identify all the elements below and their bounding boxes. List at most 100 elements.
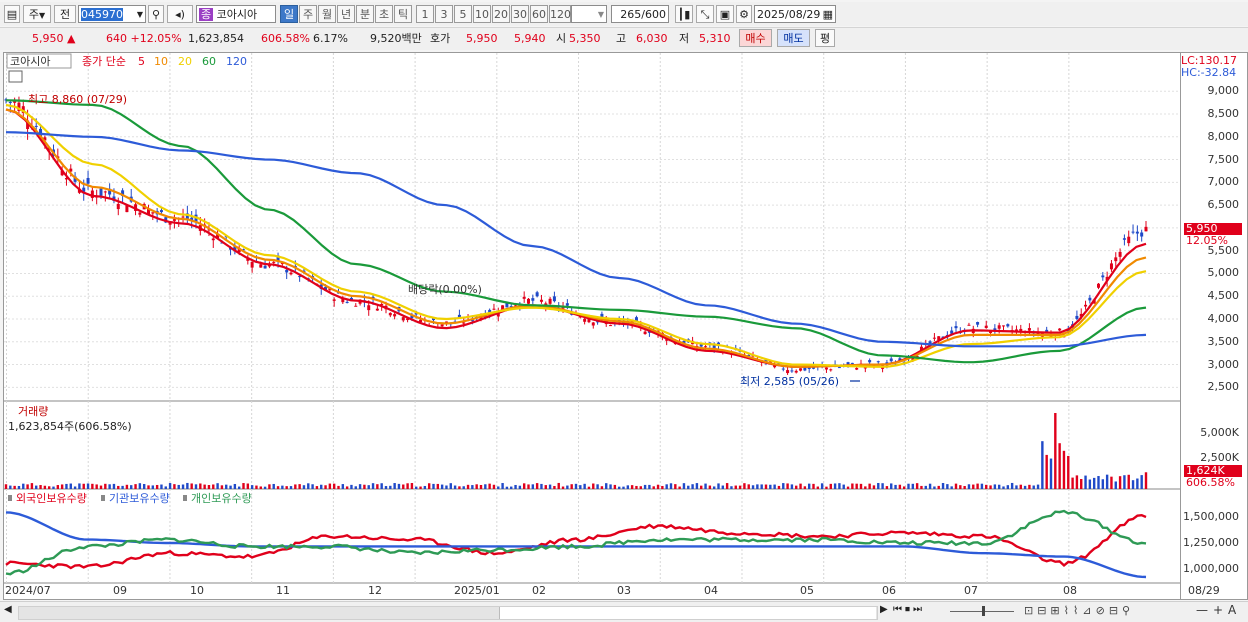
volume-bar [617,486,621,489]
candle-body [1088,297,1092,301]
volume-bar [13,485,16,489]
buy-button[interactable]: 매수 [739,29,772,47]
candle-body [69,168,73,172]
candle-body [855,367,859,370]
prev-toggle[interactable]: 전 [54,5,76,23]
volume-bar [39,485,42,489]
market-select[interactable]: 주▼ [23,5,51,23]
date-field[interactable]: 2025/08/29 ▦ [754,5,836,23]
stock-code-input[interactable]: 045970 ▼ [78,5,146,23]
ma-line-20 [5,103,1147,368]
period-tab-1[interactable]: 주 [299,5,317,23]
speaker-icon[interactable]: ◂) [167,5,193,23]
volume-bar [812,483,815,489]
volume-bar [268,484,271,489]
volume-bar [833,483,837,489]
stock-name-field[interactable]: 종 코아시아 [196,5,276,23]
custom-interval-select[interactable]: ▼ [571,5,607,23]
data-count-field[interactable]: 265/600 [611,5,669,23]
volume-bar [687,485,690,489]
calendar-icon[interactable]: ▦ [822,8,833,21]
sell-button[interactable]: 매도 [777,29,810,47]
candle-body [976,322,980,325]
lc-hc-box: LC:130.17 HC:-32.84 [1181,53,1247,83]
volume-bar [795,485,798,489]
candle-body [1058,328,1062,331]
volume-bar [587,486,591,489]
volume-bar [1036,484,1040,489]
volume-bar [894,484,897,489]
price-tick: 4,500 [1207,289,1240,303]
volume-bar [302,485,306,489]
volume-bar [380,483,383,489]
candle-body [993,328,997,331]
volume-bar [60,484,64,489]
volume-bar [397,483,401,489]
interval-tab-30[interactable]: 30 [511,5,529,23]
candle-body [138,212,142,215]
horizontal-scrollbar[interactable] [18,606,878,620]
volume-bar [203,484,206,489]
volume-bar [155,484,159,489]
window-menu-icon[interactable]: ▤ [4,5,20,23]
name-tag: 코아시아 [10,55,50,68]
scroll-left-icon[interactable]: ◀ [4,604,12,615]
scroll-right-icon[interactable]: ▶ [880,604,888,615]
volume-bar [561,486,565,489]
period-tab-3[interactable]: 년 [337,5,355,23]
period-tab-4[interactable]: 분 [356,5,374,23]
price-tick: 8,000 [1207,129,1240,143]
interval-tab-20[interactable]: 20 [492,5,510,23]
volume-bar [920,485,923,489]
zoom-buttons[interactable]: —+A [1196,603,1242,617]
volume-bar [643,484,647,489]
drawing-tools[interactable]: ⊡⊟⊞⌇⌇⊿⊘⊟⚲ [1024,604,1135,617]
dividend-annotation: 배당락(0.00%) [408,283,482,296]
settings-gear-icon[interactable]: ⚙ [736,5,752,23]
interval-tab-5[interactable]: 5 [454,5,472,23]
candle-body [414,312,418,315]
eval-button[interactable]: 평 [815,29,835,47]
candle-body [211,238,215,241]
period-tab-6[interactable]: 틱 [394,5,412,23]
volume-bar [1088,479,1092,489]
volume-title: 거래량 [18,405,48,418]
holder-line-0 [5,513,1147,570]
chart-tool-icon[interactable]: ⤡ [696,5,714,23]
bid-label: 호가 [430,32,451,45]
candle-body [90,190,94,198]
zoom-slider[interactable] [950,606,1014,616]
period-tab-2[interactable]: 월 [318,5,336,23]
candle-body [889,358,893,362]
zoom-slider-handle[interactable] [982,606,985,616]
volume-value: 1,623,854주(606.58%) [8,420,132,433]
period-tab-0[interactable]: 일 [280,5,298,23]
interval-tab-10[interactable]: 10 [473,5,491,23]
volume-bar [35,485,38,489]
candle-type-icon[interactable]: ┃▮ [675,5,693,23]
interval-tab-3[interactable]: 3 [435,5,453,23]
scroll-thumb[interactable] [499,607,876,619]
volume-bar [695,483,699,489]
volume-bar [976,483,979,489]
candle-body [1075,315,1079,319]
x-label: 10 [190,584,204,597]
volume-bar [985,484,988,489]
candle-body [876,361,880,363]
chart-area[interactable]: 코아시아 종가 단순 5 10 20 60 120 최고 8,860 (07/29) 배당락(0… [3,52,1181,600]
interval-tab-120[interactable]: 120 [549,5,571,23]
volume-bar [151,485,155,489]
volume-bar [367,485,370,489]
volume-bar [281,485,284,489]
count-total: /600 [641,8,666,21]
volume-bar [915,483,919,489]
search-icon[interactable]: ⚲ [148,5,164,23]
interval-tab-60[interactable]: 60 [530,5,548,23]
save-icon[interactable]: ▣ [716,5,734,23]
period-tab-5[interactable]: 초 [375,5,393,23]
volume-bar [782,483,785,489]
interval-tab-1[interactable]: 1 [416,5,434,23]
playback-controls[interactable]: ⏮⏹⏭ [893,604,925,615]
price-scale: LC:130.17 HC:-32.84 9,000 8,500 8,000 7,500… [1181,52,1248,600]
volume-bar [263,486,267,489]
